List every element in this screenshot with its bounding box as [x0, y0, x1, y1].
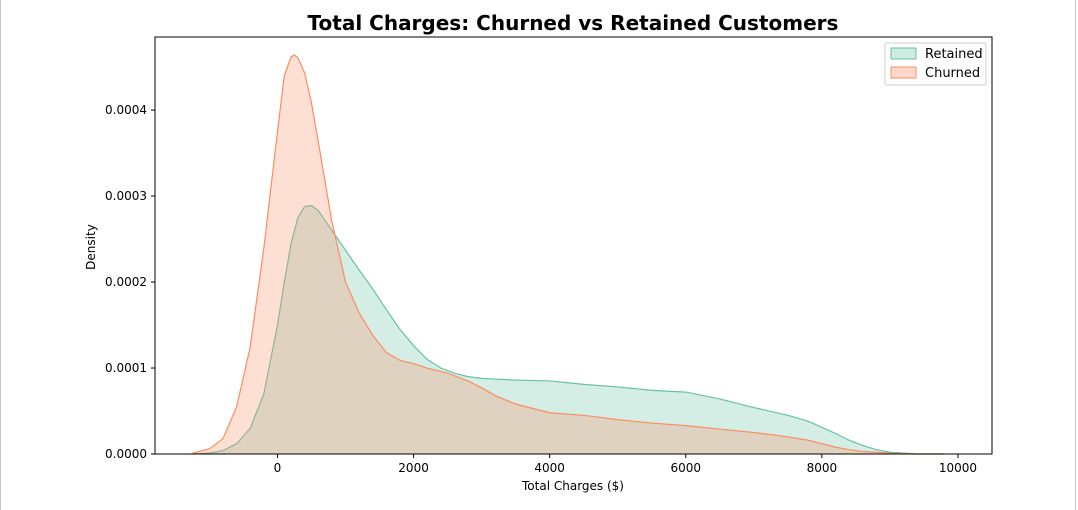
x-tick-label: 4000	[534, 461, 565, 475]
x-axis-label: Total Charges ($)	[521, 479, 624, 493]
y-axis-label: Density	[84, 224, 98, 270]
legend-swatch-retained	[890, 47, 917, 60]
x-tick-label: 2000	[398, 461, 429, 475]
legend: Retained Churned	[884, 42, 987, 86]
series-area-churned	[192, 55, 945, 455]
plot-area-border	[154, 36, 993, 455]
legend-swatch-churned	[890, 66, 917, 79]
y-tick-label: 0.0003	[105, 189, 147, 203]
legend-box	[884, 42, 987, 86]
x-tick-label: 0	[274, 461, 282, 475]
x-tick-label: 6000	[671, 461, 702, 475]
series-area-retained	[192, 205, 945, 454]
series-line-churned	[192, 54, 945, 455]
y-tick-label: 0.0001	[105, 361, 147, 375]
x-tick-label: 10000	[939, 461, 977, 475]
legend-label-churned: Churned	[925, 66, 980, 81]
series-line-retained	[192, 204, 945, 455]
y-tick-label: 0.0000	[105, 447, 147, 461]
x-tick-label: 8000	[807, 461, 838, 475]
y-tick-label: 0.0002	[105, 275, 147, 289]
y-tick-label: 0.0004	[105, 103, 147, 117]
legend-label-retained: Retained	[925, 47, 983, 62]
chart-title: Total Charges: Churned vs Retained Custo…	[308, 11, 839, 35]
